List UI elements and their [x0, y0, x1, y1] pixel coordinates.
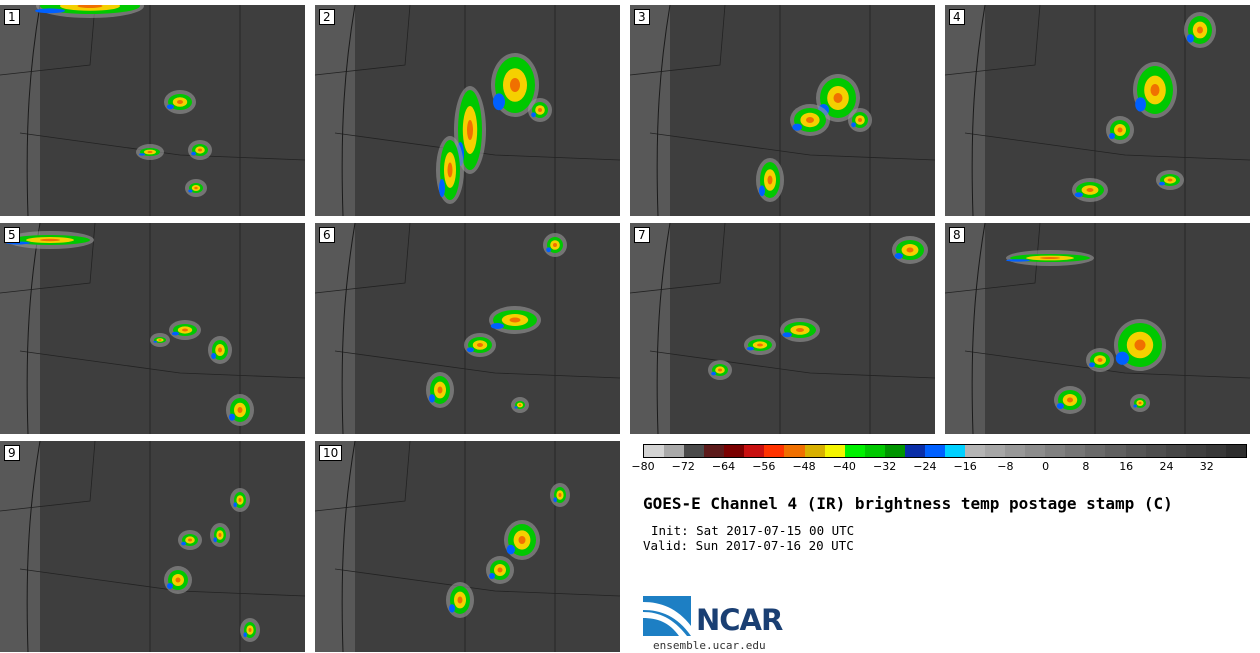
forecast-panel-2: 2	[315, 5, 620, 216]
colorbar-swatch	[844, 445, 865, 457]
colorbar-tick-label: −72	[671, 460, 695, 473]
panel-number: 4	[949, 9, 965, 25]
colorbar-tick-label: 24	[1159, 460, 1174, 473]
colorbar-swatch	[784, 445, 805, 457]
colorbar-swatch	[764, 445, 785, 457]
forecast-panel-3: 3	[630, 5, 935, 216]
panel-number: 9	[4, 445, 20, 461]
panel-number: 5	[4, 227, 20, 243]
colorbar-swatch	[1105, 445, 1126, 457]
colorbar-swatch	[1025, 445, 1046, 457]
colorbar-swatch	[824, 445, 845, 457]
colorbar-swatch	[944, 445, 965, 457]
colorbar-tick-label: 16	[1119, 460, 1134, 473]
colorbar-swatch	[684, 445, 705, 457]
colorbar-tick-label: −48	[792, 460, 816, 473]
colorbar-swatch	[804, 445, 825, 457]
colorbar-ticks: −80 −72 −64 −56 −48 −40 −32 −24 −16 −8 0 8 16 24 32	[631, 460, 1247, 476]
satellite-map	[630, 223, 935, 434]
satellite-map	[0, 5, 305, 216]
colorbar-swatch	[884, 445, 905, 457]
panel-number: 2	[319, 9, 335, 25]
forecast-panel-10: 10	[315, 441, 620, 652]
satellite-map	[0, 223, 305, 434]
panel-number: 7	[634, 227, 650, 243]
panel-number: 10	[319, 445, 343, 461]
colorbar-swatch	[1005, 445, 1026, 457]
colorbar-swatch	[965, 445, 986, 457]
satellite-map	[945, 5, 1250, 216]
forecast-panel-8: 8	[945, 223, 1250, 434]
colorbar-swatch	[1165, 445, 1186, 457]
panel-number: 1	[4, 9, 20, 25]
colorbar-swatch	[724, 445, 745, 457]
satellite-map	[0, 441, 305, 652]
forecast-panel-7: 7	[630, 223, 935, 434]
logo-url: ensemble.ucar.edu	[653, 639, 766, 652]
init-time: Init: Sat 2017-07-15 00 UTC	[651, 523, 855, 538]
colorbar-swatch	[1085, 445, 1106, 457]
colorbar-tick-label: −16	[953, 460, 977, 473]
satellite-map	[630, 5, 935, 216]
forecast-panel-5: 5	[0, 223, 305, 434]
colorbar-tick-label: −32	[872, 460, 897, 473]
colorbar-tick-label: −8	[997, 460, 1014, 473]
colorbar-tick-label: 8	[1082, 460, 1090, 473]
colorbar-swatch	[904, 445, 925, 457]
colorbar-swatch	[744, 445, 765, 457]
colorbar-tick-label: 0	[1042, 460, 1050, 473]
panel-number: 3	[634, 9, 650, 25]
satellite-map	[315, 5, 620, 216]
colorbar-tick-label: −56	[752, 460, 776, 473]
colorbar	[643, 444, 1247, 458]
satellite-map	[315, 441, 620, 652]
colorbar-swatch	[1225, 445, 1246, 457]
satellite-map	[315, 223, 620, 434]
colorbar-swatch	[1145, 445, 1166, 457]
colorbar-swatch	[985, 445, 1006, 457]
ncar-logo-icon	[643, 596, 691, 636]
forecast-panel-4: 4	[945, 5, 1250, 216]
valid-time: Valid: Sun 2017-07-16 20 UTC	[643, 538, 854, 553]
colorbar-tick-label: −40	[832, 460, 856, 473]
colorbar-swatch	[644, 445, 665, 457]
forecast-panel-9: 9	[0, 441, 305, 652]
panel-number: 6	[319, 227, 335, 243]
forecast-panel-1: 1	[0, 5, 305, 216]
satellite-map	[945, 223, 1250, 434]
colorbar-swatch	[1065, 445, 1086, 457]
colorbar-tick-label: 32	[1199, 460, 1214, 473]
colorbar-swatch	[1185, 445, 1206, 457]
colorbar-swatch	[1045, 445, 1066, 457]
colorbar-swatch	[664, 445, 685, 457]
colorbar-swatch	[1205, 445, 1226, 457]
colorbar-swatch	[924, 445, 945, 457]
forecast-panel-6: 6	[315, 223, 620, 434]
colorbar-tick-label: −80	[631, 460, 655, 473]
colorbar-tick-label: −24	[913, 460, 937, 473]
colorbar-swatch	[704, 445, 725, 457]
colorbar-tick-label: −64	[711, 460, 736, 473]
colorbar-swatch	[864, 445, 885, 457]
panel-number: 8	[949, 227, 965, 243]
colorbar-swatch	[1125, 445, 1146, 457]
ncar-logo-text: NCAR	[696, 603, 783, 637]
page-title: GOES-E Channel 4 (IR) brightness temp po…	[643, 494, 1173, 513]
